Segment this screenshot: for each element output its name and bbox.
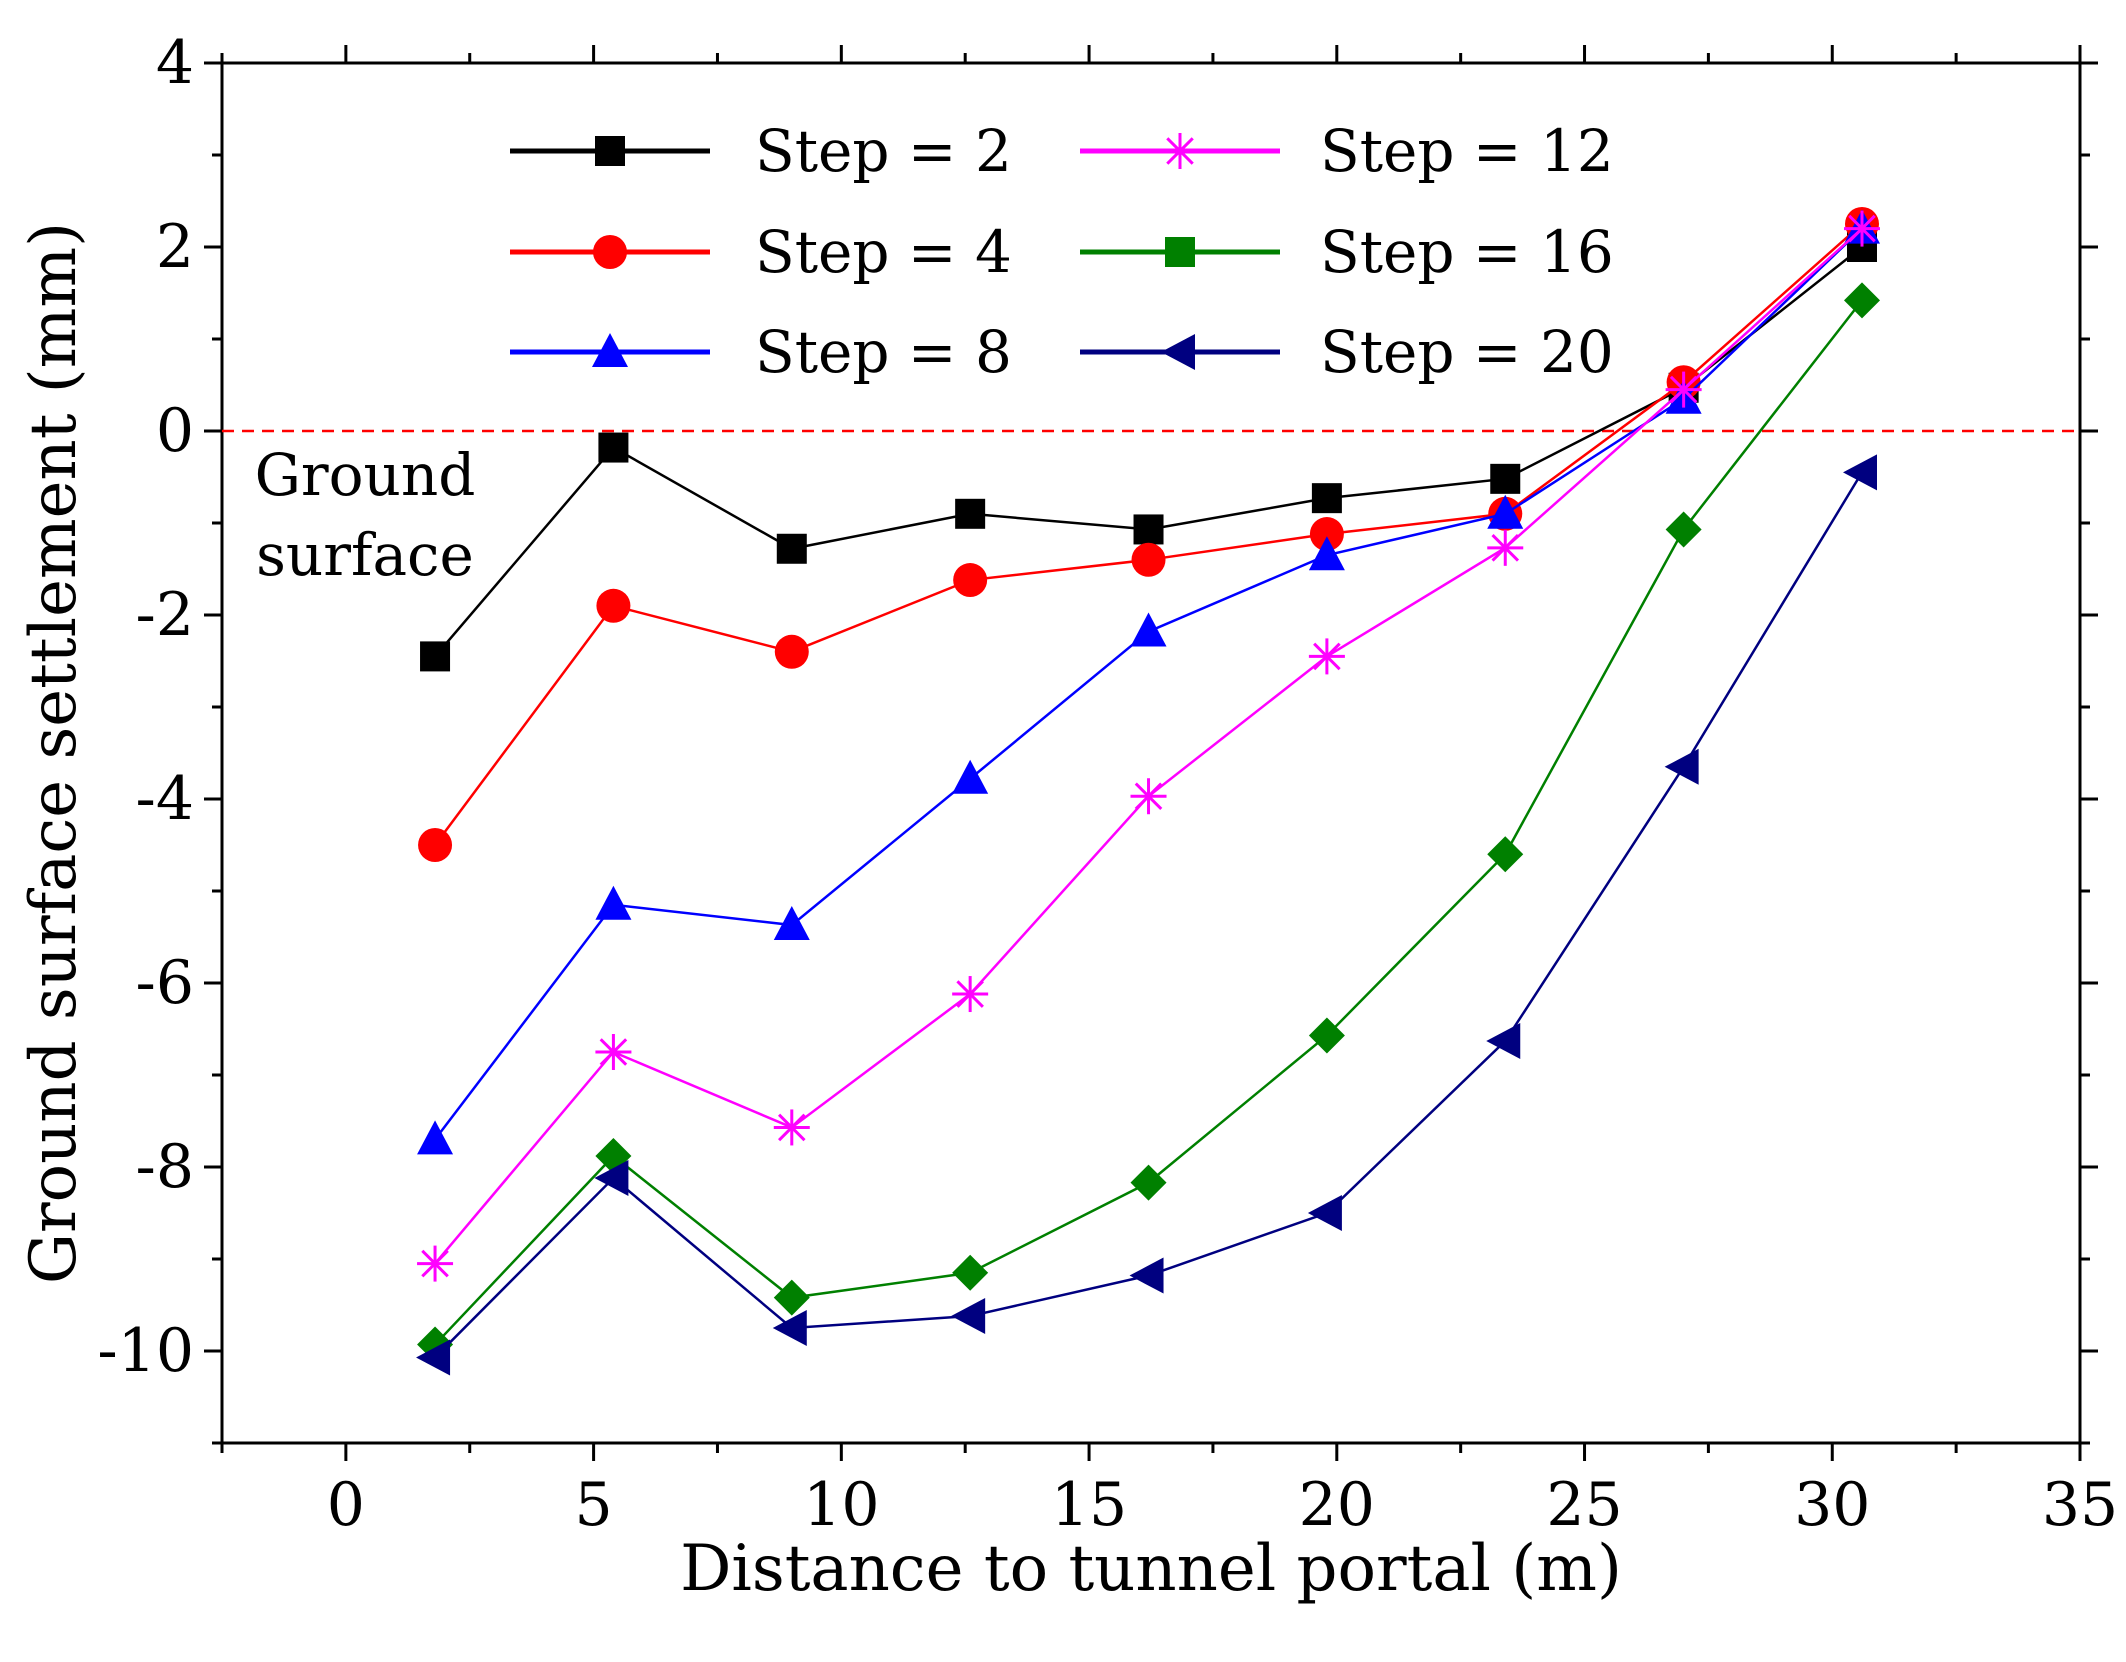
data-point-series-4 [1487, 529, 1524, 566]
data-point-series-4-stroke [777, 1113, 806, 1142]
legend-marker-4-stroke [1166, 137, 1194, 165]
x-tick-label: 35 [2042, 1470, 2118, 1540]
data-point-series-4 [417, 1245, 454, 1282]
data-point-series-6 [594, 1160, 629, 1197]
data-point-series-3 [1487, 494, 1524, 529]
y-axis-title: Ground surface settlement (mm) [17, 222, 91, 1284]
data-point-series-6 [1842, 454, 1877, 491]
data-point-series-6 [1129, 1257, 1164, 1294]
y-tick-label: -2 [136, 580, 194, 650]
data-point-series-4 [1843, 210, 1880, 247]
data-point-series-1 [1133, 514, 1164, 545]
data-point-series-3 [1130, 612, 1167, 647]
data-point-series-5 [952, 1254, 989, 1291]
data-point-series-1 [776, 533, 807, 564]
data-point-series-3 [1308, 536, 1345, 571]
data-point-series-1 [420, 641, 451, 672]
plot-frame [220, 61, 2082, 1445]
data-point-series-4 [952, 976, 989, 1013]
data-point-series-3 [417, 1120, 454, 1155]
data-point-series-4-stroke [421, 1249, 449, 1278]
series-group [416, 207, 1880, 1376]
data-point-series-6 [772, 1310, 807, 1346]
y-tick-label: 4 [156, 28, 194, 98]
series-line-6 [434, 471, 1864, 1359]
legend-marker-5 [1165, 237, 1195, 267]
data-point-series-1 [598, 432, 629, 463]
data-point-series-6 [1664, 748, 1699, 785]
legend: Step = 2 Step = 4 Step = 8 Step = 12 Step = … [510, 117, 1614, 386]
x-tick-label: 30 [1794, 1470, 1870, 1540]
annotation-surface: surface [256, 521, 474, 589]
data-point-series-1 [1311, 483, 1342, 514]
data-point-series-2 [1309, 517, 1344, 552]
data-point-series-6 [951, 1298, 986, 1335]
data-point-series-6 [416, 1339, 451, 1376]
data-point-series-4-stroke [1848, 214, 1876, 243]
data-point-series-6 [1486, 1022, 1521, 1059]
x-axis-title: Distance to tunnel portal (m) [680, 1532, 1622, 1606]
series-line-4 [434, 227, 1863, 1265]
data-point-series-4 [595, 1034, 632, 1070]
data-point-series-4 [1130, 778, 1167, 815]
y-tick-label: -4 [136, 764, 194, 834]
legend-marker-1 [595, 136, 625, 166]
data-point-series-5 [773, 1279, 810, 1316]
series-line-3 [434, 227, 1863, 1141]
data-point-series-5 [1308, 1017, 1345, 1054]
data-point-series-1 [1490, 463, 1521, 494]
y-tick-label: 2 [156, 212, 194, 282]
data-point-series-4-stroke [1491, 534, 1520, 562]
data-point-series-5 [1843, 282, 1880, 319]
data-point-series-5 [1130, 1164, 1167, 1201]
legend-marker-6 [1161, 334, 1195, 370]
data-point-series-4-stroke [599, 1038, 628, 1066]
x-tick-label: 10 [803, 1470, 879, 1540]
y-tick-label: -10 [97, 1316, 194, 1386]
legend-label-3: Step = 8 [755, 318, 1012, 386]
y-tick-label: -8 [136, 1132, 194, 1202]
data-point-series-5 [1665, 511, 1702, 548]
data-point-series-4-stroke [1313, 642, 1341, 671]
data-point-series-4-stroke [1134, 782, 1163, 811]
legend-label-1: Step = 2 [755, 117, 1012, 185]
data-point-series-2 [596, 588, 631, 623]
legend-label-6: Step = 20 [1320, 318, 1614, 386]
legend-label-4: Step = 12 [1320, 117, 1614, 185]
data-point-series-2 [953, 563, 988, 598]
legend-label-5: Step = 16 [1320, 218, 1614, 286]
data-point-series-4 [1308, 638, 1345, 675]
legend-marker-3 [592, 333, 628, 367]
data-point-series-3 [595, 885, 632, 920]
legend-label-2: Step = 4 [755, 218, 1012, 286]
data-point-series-5 [1487, 836, 1524, 873]
data-point-series-1 [955, 498, 986, 529]
data-point-series-4 [773, 1109, 810, 1146]
y-tick-label: 0 [156, 396, 194, 466]
annotation-ground: Ground [255, 441, 476, 509]
y-tick-label: -6 [136, 948, 194, 1018]
data-point-series-6 [1307, 1195, 1342, 1231]
x-tick-label: 25 [1546, 1470, 1622, 1540]
data-point-series-4-stroke [956, 980, 984, 1008]
data-point-series-2 [1131, 542, 1166, 577]
data-point-series-4-stroke [1669, 375, 1698, 404]
x-tick-label: 20 [1299, 1470, 1375, 1540]
data-point-series-3 [952, 759, 989, 794]
legend-marker-2 [593, 235, 627, 269]
data-point-series-4 [1665, 371, 1702, 408]
x-tick-label: 5 [575, 1470, 613, 1540]
x-tick-label: 15 [1051, 1470, 1127, 1540]
data-point-series-2 [774, 634, 809, 669]
data-point-series-2 [418, 828, 453, 862]
data-point-series-3 [773, 906, 810, 941]
x-tick-label: 0 [327, 1470, 365, 1540]
legend-marker-4 [1162, 133, 1198, 169]
